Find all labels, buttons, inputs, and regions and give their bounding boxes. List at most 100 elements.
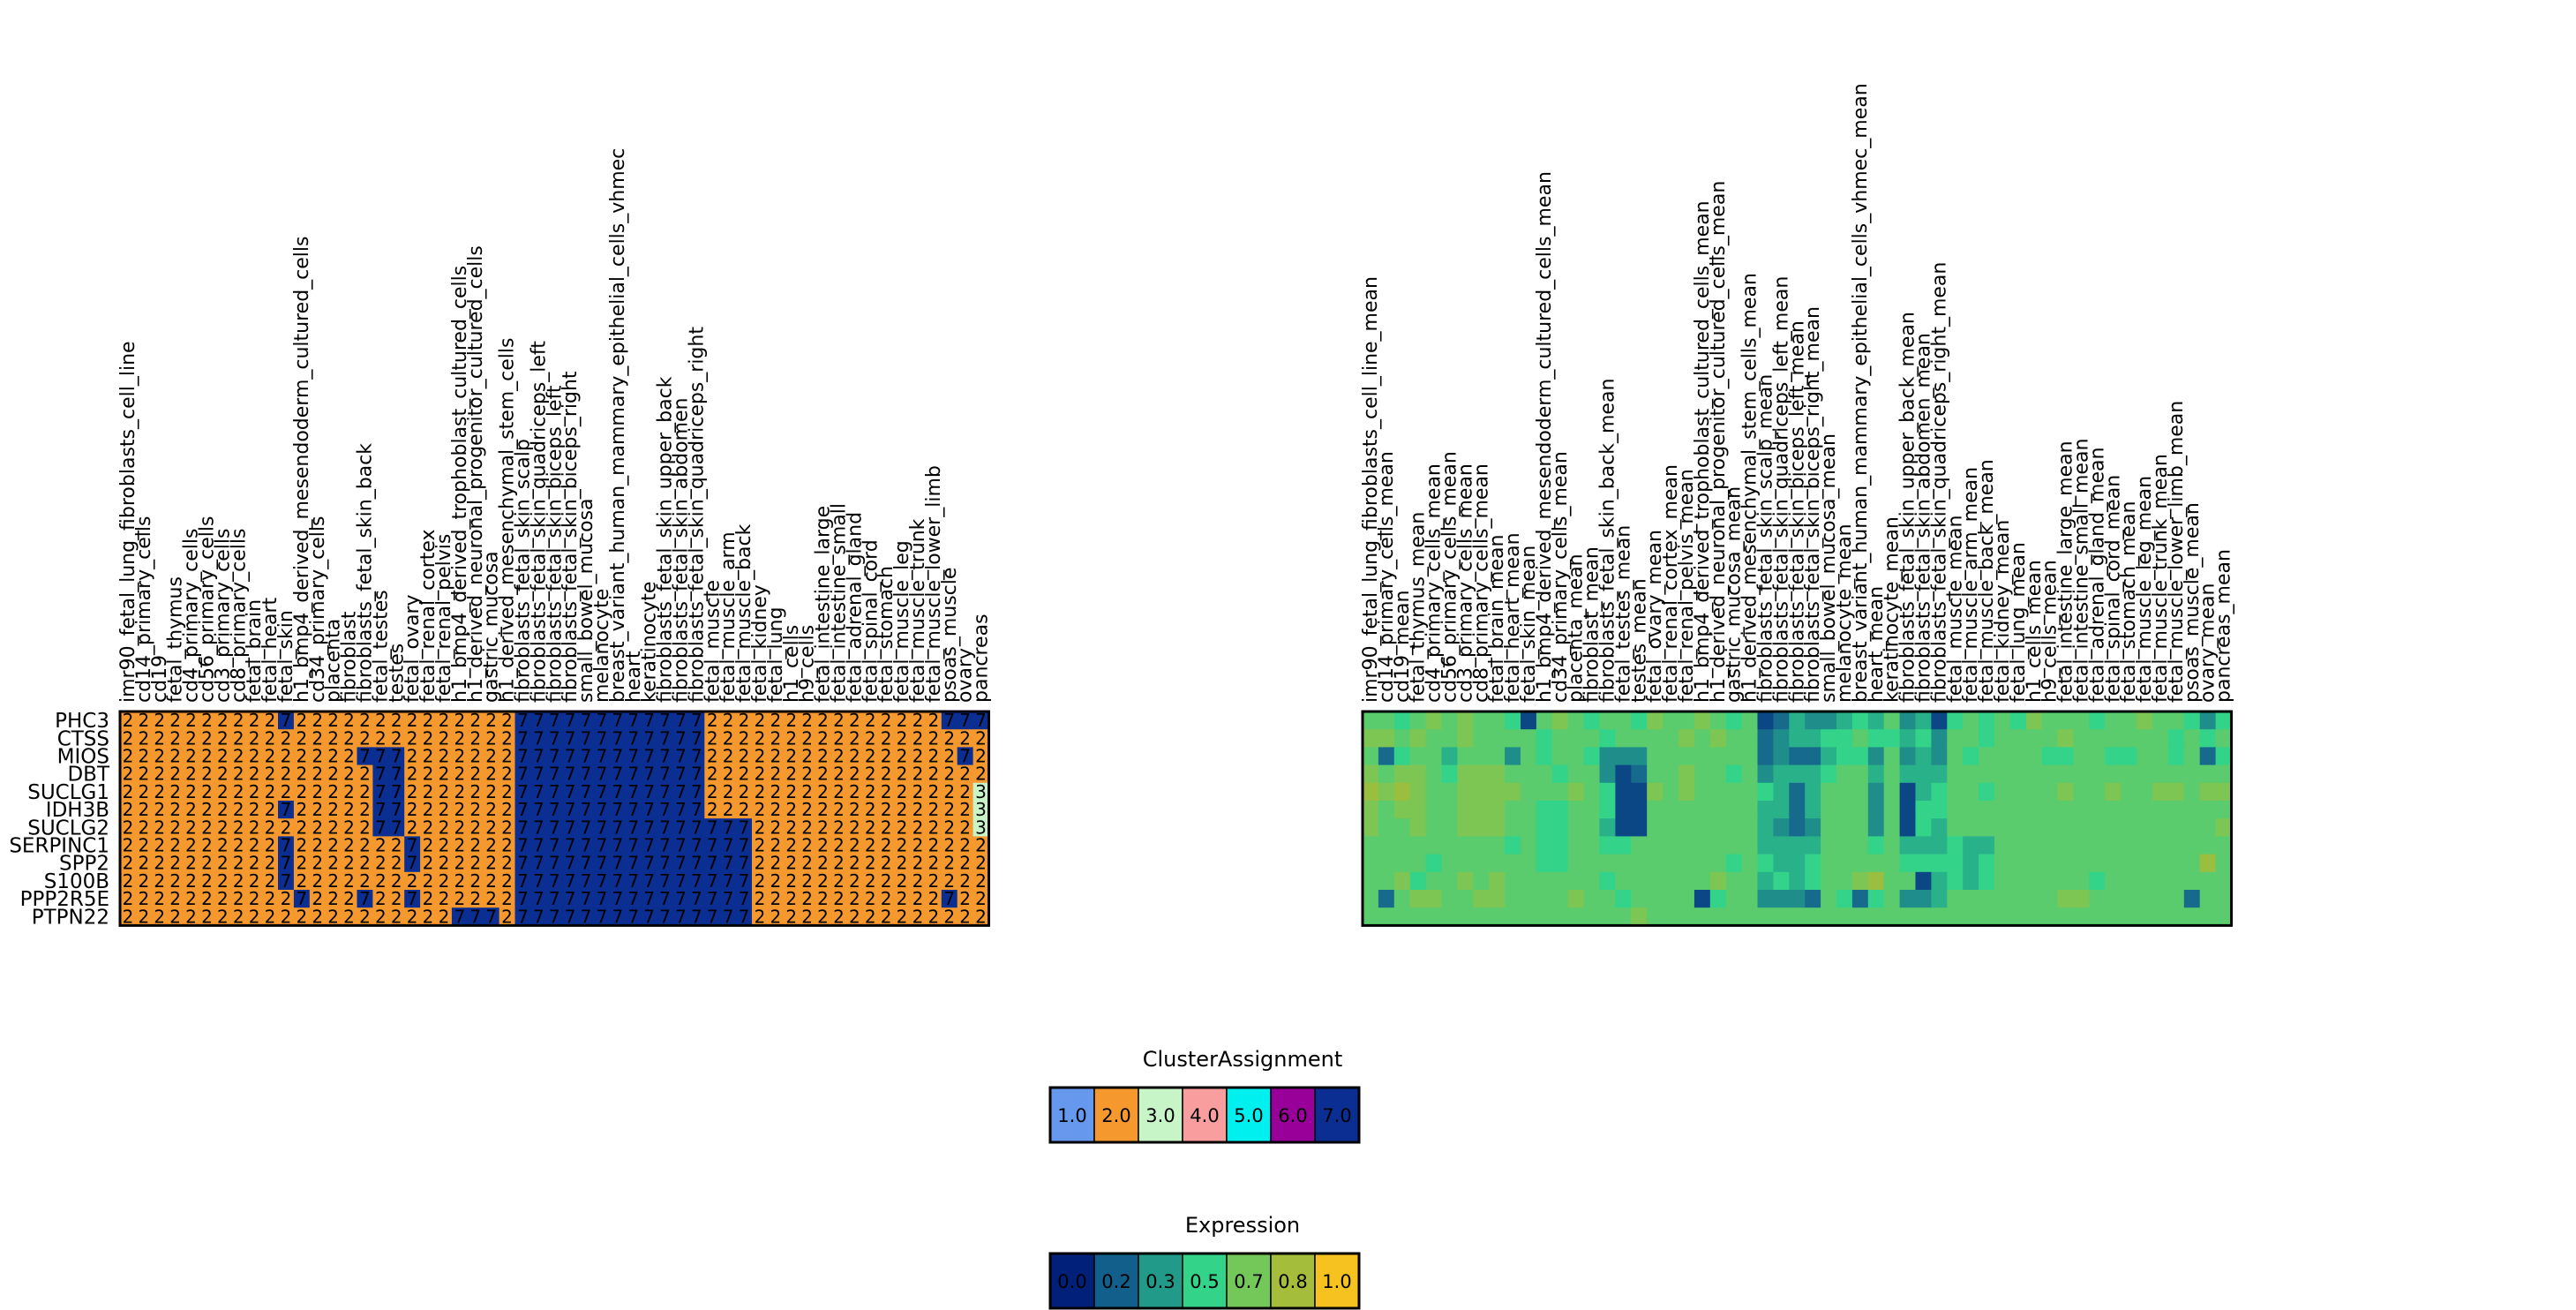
cluster-cell: [878, 764, 895, 784]
expression-cell: [1867, 729, 1885, 748]
cluster-cell: [720, 782, 737, 802]
column-label: h1_cells: [781, 625, 803, 703]
cluster-cell: [625, 907, 642, 926]
expression-cell: [1521, 854, 1537, 873]
expression-cell: [2105, 907, 2122, 926]
cluster-cell: [973, 836, 989, 855]
expression-cell: [1647, 729, 1664, 748]
cluster-cell-value: 7: [597, 764, 608, 785]
expression-cell: [1725, 801, 1742, 819]
cluster-cell-value: 7: [565, 727, 576, 749]
cluster-cell: [546, 907, 563, 926]
cluster-cell-value: 2: [359, 906, 371, 927]
cluster-cell: [672, 854, 689, 873]
cluster-cell: [752, 711, 769, 730]
expression-cell: [2199, 782, 2216, 802]
cluster-cell-value: 2: [391, 853, 402, 874]
expression-cell: [2057, 729, 2074, 748]
column-label: fetal_kidney_mean: [1992, 520, 2014, 703]
cluster-cell-value: 7: [691, 817, 702, 838]
cluster-cell-value: 7: [565, 870, 576, 892]
expression-cell: [1473, 782, 1490, 802]
expression-cell: [1521, 711, 1537, 730]
column-label: h1_bmp4_derived_mesendoderm_cultured_cel…: [1534, 171, 1556, 703]
cluster-cell-value: 7: [675, 799, 687, 820]
cluster-cell-value: 7: [612, 727, 623, 749]
cluster-cell: [815, 764, 831, 784]
expression-cell: [2121, 871, 2137, 891]
cluster-cell: [878, 836, 895, 855]
cluster-cell-value: 2: [975, 746, 987, 767]
cluster-cell: [783, 907, 800, 926]
cluster-cell: [309, 890, 327, 908]
cluster-cell-value: 2: [897, 710, 908, 731]
cluster-cell: [451, 764, 469, 784]
cluster-cell-value: 7: [691, 888, 702, 909]
cluster-cell: [293, 747, 311, 765]
cluster-cell: [878, 890, 895, 908]
cluster-cell: [293, 729, 311, 748]
cluster-cell: [278, 764, 295, 784]
expression-cell: [1757, 801, 1774, 819]
cluster-cell-value: 7: [549, 853, 560, 874]
cluster-cell: [499, 907, 515, 926]
expression-cell: [1757, 729, 1774, 748]
cluster-cell: [736, 836, 753, 855]
cluster-cell-value: 2: [943, 799, 955, 820]
expression-cell: [1931, 782, 1948, 802]
expression-cell: [2167, 907, 2185, 926]
cluster-cell: [230, 801, 247, 819]
cluster-cell-value: 2: [407, 817, 418, 838]
cluster-cell: [925, 782, 943, 802]
expression-cell: [2183, 818, 2201, 837]
expression-cell: [1741, 854, 1758, 873]
expression-cell: [1741, 747, 1758, 765]
cluster-cell: [704, 801, 721, 819]
cluster-cell-value: 2: [928, 764, 939, 785]
cluster-cell: [672, 836, 689, 855]
expression-cell: [1521, 871, 1537, 891]
expression-cell: [2057, 890, 2074, 908]
expression-cell: [1757, 907, 1774, 926]
expression-cell: [1994, 747, 2011, 765]
expression-cell: [2215, 836, 2232, 855]
expression-cell: [2215, 729, 2232, 748]
cluster-cell: [752, 836, 769, 855]
cluster-cell-value: 2: [975, 870, 987, 892]
cluster-cell: [957, 747, 973, 765]
expression-cell: [1741, 801, 1758, 819]
cluster-cell-value: 2: [375, 727, 387, 749]
cluster-cell-value: 2: [407, 746, 418, 767]
cluster-cell-value: 2: [138, 710, 149, 731]
cluster-cell: [388, 818, 405, 837]
cluster-cell-value: 2: [865, 781, 876, 802]
expression-cell: [1599, 836, 1616, 855]
expression-cell: [2215, 854, 2232, 873]
expression-cell: [1805, 836, 1821, 855]
column-label: h1_bmp4_derived_trophoblast_cultured_cel…: [449, 266, 471, 703]
cluster-cell: [483, 907, 499, 926]
expression-cell: [1851, 836, 1869, 855]
cluster-cell: [752, 890, 769, 908]
cluster-cell: [167, 818, 184, 837]
cluster-cell-value: 7: [723, 888, 734, 909]
cluster-cell: [799, 801, 815, 819]
cluster-cell-value: 2: [296, 870, 307, 892]
cluster-cell: [246, 907, 263, 926]
cluster-cell-value: 2: [501, 817, 513, 838]
cluster-cell-value: 7: [565, 888, 576, 909]
expression-cell: [1789, 764, 1806, 784]
expression-cell: [1757, 836, 1774, 855]
cluster-cell: [120, 764, 137, 784]
cluster-cell: [973, 907, 989, 926]
cluster-cell-value: 2: [296, 746, 307, 767]
cluster-cell: [420, 747, 437, 765]
cluster-cell: [720, 854, 737, 873]
expression-cell: [2041, 890, 2058, 908]
cluster-cell: [262, 801, 279, 819]
legend-label: 0.8: [1278, 1271, 1307, 1292]
cluster-cell-value: 2: [359, 781, 371, 802]
cluster-cell-value: 2: [312, 817, 323, 838]
cluster-cell-value: 7: [517, 764, 529, 785]
cluster-cell-value: 2: [454, 799, 465, 820]
